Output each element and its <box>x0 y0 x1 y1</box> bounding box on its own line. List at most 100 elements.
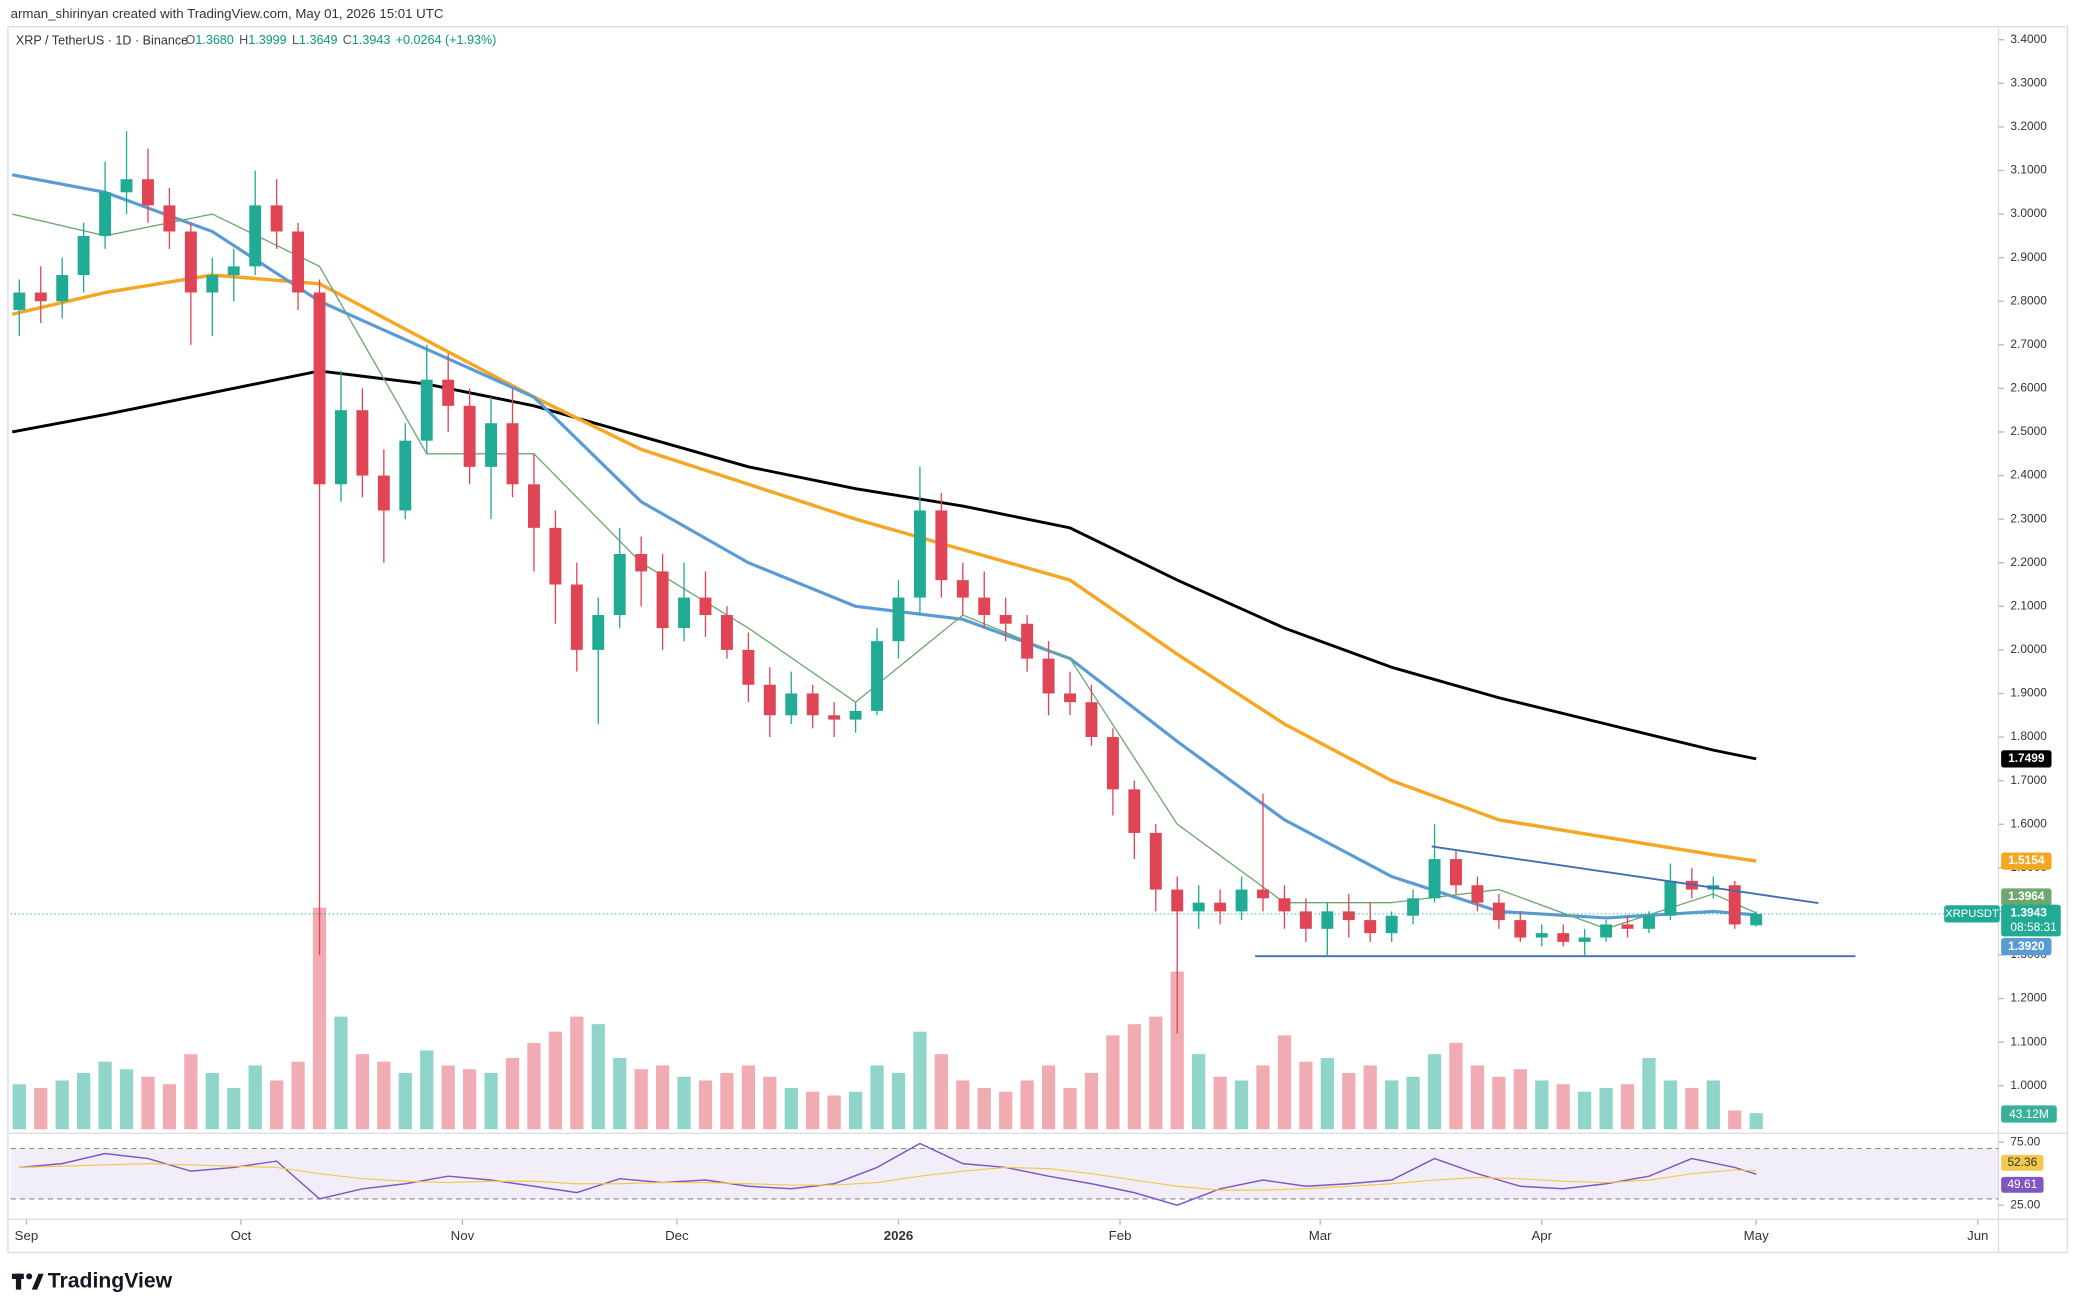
x-tick-label: Oct <box>231 1228 252 1243</box>
y-tick-label: 3.0000 <box>2010 206 2047 220</box>
y-tick-label: 2.5000 <box>2010 424 2047 438</box>
volume-bar <box>1106 1035 1120 1130</box>
countdown-label: 08:58:31 <box>2010 920 2057 934</box>
candle-body <box>549 527 562 585</box>
candle-body <box>1085 702 1098 738</box>
candle-body <box>892 597 905 642</box>
volume-bar <box>462 1069 477 1130</box>
x-tick-label: Nov <box>451 1228 475 1243</box>
ohlc-item: +0.0264 (+1.93%) <box>396 34 497 48</box>
volume-bar <box>1449 1042 1463 1130</box>
ticker-label: XRPUSDT <box>1945 908 1999 920</box>
ohlc-item: C <box>343 34 352 48</box>
symbol: XRP / TetherUS · 1D · Binance <box>16 34 188 48</box>
y-tick-label: 2.2000 <box>2010 555 2047 569</box>
volume-bar <box>1535 1080 1549 1130</box>
volume-bar <box>720 1072 734 1130</box>
candle-body <box>570 584 583 650</box>
candle-body <box>956 580 969 598</box>
volume-bar <box>1127 1024 1141 1130</box>
volume-bar <box>12 1084 26 1130</box>
candle-body <box>656 571 669 629</box>
candle-body <box>1664 880 1677 916</box>
candle-body <box>978 597 991 616</box>
candle-body <box>1471 885 1484 903</box>
volume-bar <box>999 1091 1013 1130</box>
rsi-label: 49.61 <box>2007 1177 2037 1191</box>
volume-bar <box>1149 1016 1163 1130</box>
candle-body <box>1643 915 1655 929</box>
candle-body <box>1171 889 1184 912</box>
volume-bar <box>1492 1076 1506 1130</box>
volume-bar <box>505 1057 520 1130</box>
volume-bar <box>119 1069 134 1130</box>
candle-body <box>785 693 798 716</box>
ohlc-item: 1.3999 <box>248 34 286 48</box>
y-tick-label: 1.7000 <box>2010 773 2047 787</box>
candle-body <box>399 440 412 511</box>
volume-bar <box>1299 1061 1313 1130</box>
rsi-line <box>19 1142 1757 1206</box>
volume-bar <box>1342 1072 1356 1130</box>
volume-bar <box>1620 1084 1635 1130</box>
logo-text: TradingView <box>48 1269 173 1292</box>
volume-bar <box>613 1057 627 1130</box>
candle-body <box>871 641 883 711</box>
volume-bar <box>570 1016 584 1130</box>
volume-bar <box>806 1091 820 1130</box>
volume-bar <box>34 1087 48 1130</box>
logo-mark <box>26 1273 33 1280</box>
y-tick-label: 3.1000 <box>2010 163 2047 177</box>
volume-bar <box>848 1091 863 1130</box>
volume-bar <box>184 1054 198 1130</box>
volume-bar <box>1513 1069 1527 1130</box>
volume-bar <box>270 1080 284 1130</box>
candle-body <box>849 710 862 720</box>
candle-body <box>1364 920 1377 934</box>
volume-bar <box>484 1072 498 1130</box>
candle-body <box>184 231 197 293</box>
candle-body <box>463 405 476 467</box>
y-tick-label: 1.0000 <box>2010 1078 2047 1092</box>
candle-body <box>206 275 219 293</box>
y-tick-label: 2.6000 <box>2010 381 2047 395</box>
y-tick-label: 2.1000 <box>2010 598 2047 612</box>
volume-bar <box>1728 1110 1742 1130</box>
ma-label: 1.3920 <box>2008 939 2045 953</box>
candle-body <box>1235 889 1248 912</box>
volume-bar <box>1642 1057 1656 1130</box>
candle-body <box>527 484 540 528</box>
volume-bar <box>1385 1080 1399 1130</box>
x-tick-label: Jun <box>1967 1228 1988 1243</box>
candle-body <box>227 266 240 276</box>
volume-bar <box>634 1069 648 1130</box>
candle-body <box>1750 913 1763 926</box>
ohlc-item: 1.3649 <box>299 34 337 48</box>
candle-body <box>1214 902 1227 912</box>
ma-label: 1.7499 <box>2008 751 2045 765</box>
x-tick-label: Apr <box>1531 1228 1552 1243</box>
candle-body <box>1492 902 1505 921</box>
volume-bar <box>1685 1087 1699 1130</box>
volume-bar <box>1256 1065 1270 1130</box>
candle-body <box>270 205 283 232</box>
volume-bar <box>1578 1091 1592 1130</box>
volume-bar <box>827 1095 841 1130</box>
candle-body <box>1064 693 1076 703</box>
volume-bar <box>1706 1080 1720 1130</box>
volume-bar <box>1556 1084 1570 1130</box>
candle-body <box>635 554 648 572</box>
rsi-line <box>19 1163 1757 1191</box>
volume-bar <box>870 1065 884 1130</box>
volume-bar <box>1427 1054 1442 1130</box>
x-tick-label: May <box>1744 1228 1769 1243</box>
rsi-tick-label: 25.00 <box>2010 1197 2040 1211</box>
candle-body <box>613 554 626 616</box>
trendline <box>1431 845 1819 904</box>
volume-bar <box>1192 1054 1206 1130</box>
volume-bar <box>934 1054 948 1130</box>
volume-bar <box>141 1076 155 1130</box>
candle-body <box>699 597 712 616</box>
logo-mark <box>15 1273 22 1290</box>
candle-body <box>77 235 90 276</box>
